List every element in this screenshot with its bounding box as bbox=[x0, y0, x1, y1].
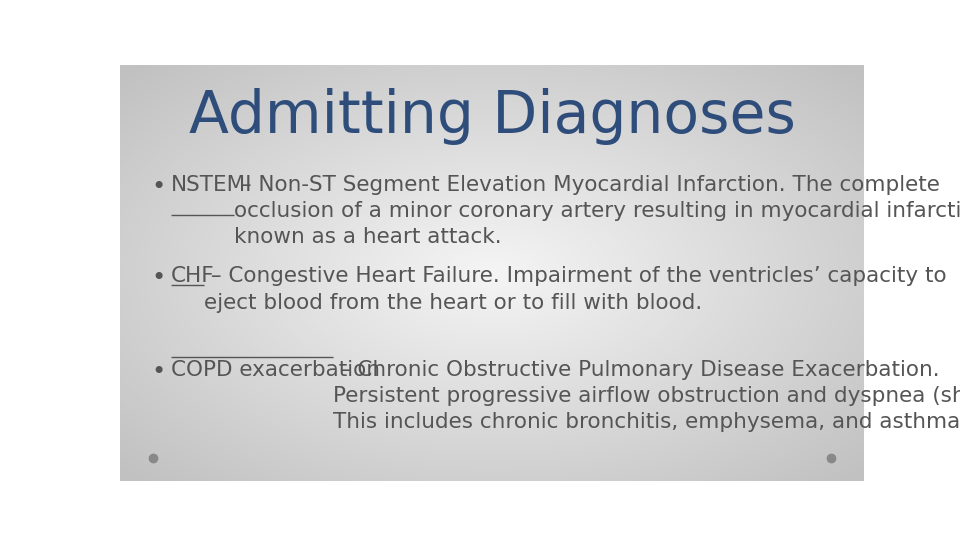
Text: COPD exacerbation: COPD exacerbation bbox=[171, 360, 379, 380]
Text: – Chronic Obstructive Pulmonary Disease Exacerbation.
Persistent progressive air: – Chronic Obstructive Pulmonary Disease … bbox=[332, 360, 960, 432]
Text: Admitting Diagnoses: Admitting Diagnoses bbox=[188, 88, 796, 145]
Text: CHF: CHF bbox=[171, 266, 214, 286]
Text: •: • bbox=[152, 360, 166, 384]
Text: – Non-ST Segment Elevation Myocardial Infarction. The complete
occlusion of a mi: – Non-ST Segment Elevation Myocardial In… bbox=[233, 175, 960, 247]
Text: NSTEMI: NSTEMI bbox=[171, 175, 252, 195]
Text: – Congestive Heart Failure. Impairment of the ventricles’ capacity to
eject bloo: – Congestive Heart Failure. Impairment o… bbox=[204, 266, 947, 313]
Text: •: • bbox=[152, 175, 166, 199]
Text: •: • bbox=[152, 266, 166, 291]
